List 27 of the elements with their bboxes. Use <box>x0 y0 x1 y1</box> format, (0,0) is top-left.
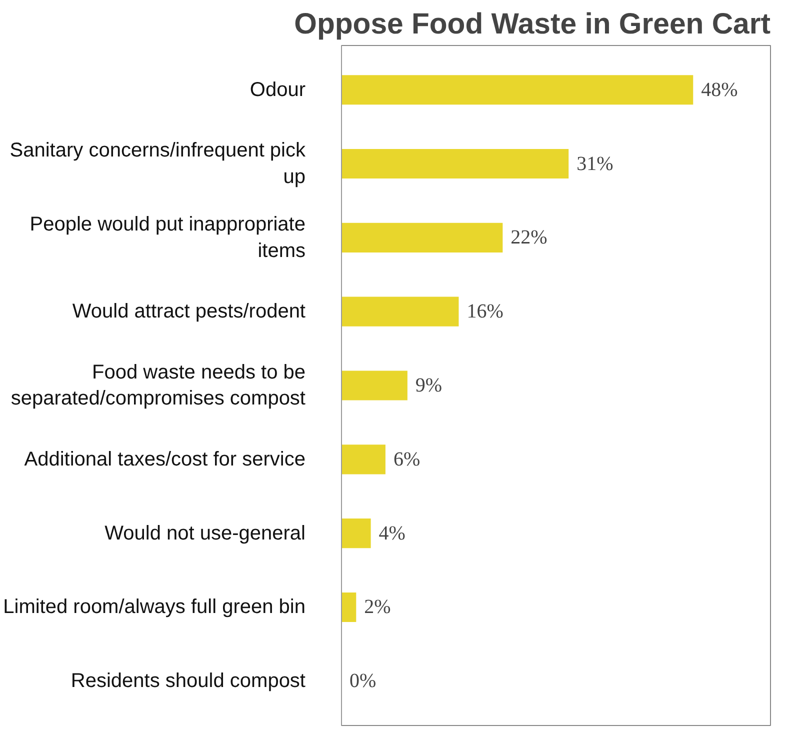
bar <box>342 444 386 474</box>
data-label: 9% <box>415 374 442 396</box>
y-tick-label: Would not use-general <box>104 522 306 544</box>
chart-title: Oppose Food Waste in Green Cart <box>294 8 771 40</box>
data-label: 22% <box>510 226 548 249</box>
bar <box>342 75 694 105</box>
y-tick-label: Odour <box>250 78 306 101</box>
y-tick-label: Food waste needs to be separated/compromises compost <box>10 361 306 410</box>
y-tick-label: Residents should compost <box>70 670 306 692</box>
bar <box>342 148 569 179</box>
y-tick-label: Limited room/always full green bin <box>3 596 306 618</box>
data-label: 0% <box>350 670 376 692</box>
data-label: 31% <box>576 152 614 175</box>
y-tick-label: Sanitary concerns/infrequent pick up <box>10 140 306 188</box>
data-label: 48% <box>701 78 738 101</box>
data-label: 2% <box>364 596 391 618</box>
bar <box>342 296 459 326</box>
bar <box>342 370 408 400</box>
bar <box>342 518 371 548</box>
data-label: 6% <box>393 448 420 470</box>
data-label: 16% <box>466 300 504 323</box>
y-tick-label: People would put inappropriate items <box>30 213 306 262</box>
data-label: 4% <box>378 522 406 544</box>
y-tick-label: Would attract pests/rodent <box>72 300 306 323</box>
y-tick-label: Additional taxes/cost for service <box>24 448 306 470</box>
bar <box>342 592 356 622</box>
bar <box>342 222 503 252</box>
